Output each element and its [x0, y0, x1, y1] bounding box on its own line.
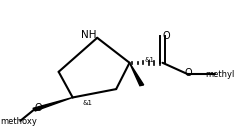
Text: O: O [184, 68, 192, 78]
Polygon shape [129, 63, 144, 86]
Text: methoxy: methoxy [0, 117, 37, 126]
Text: NH: NH [81, 30, 96, 40]
Text: methyl: methyl [205, 70, 234, 79]
Text: &1: &1 [144, 57, 154, 63]
Text: O: O [163, 31, 170, 41]
Text: &1: &1 [83, 100, 93, 106]
Polygon shape [33, 97, 73, 111]
Text: O: O [34, 103, 42, 113]
